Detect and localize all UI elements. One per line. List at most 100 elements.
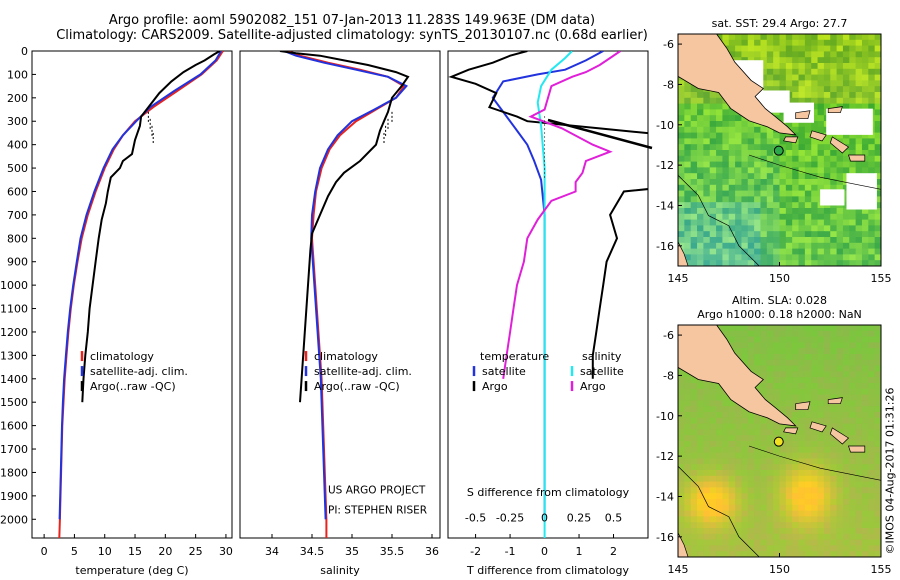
- field-cell: [868, 354, 876, 361]
- field-cell: [716, 441, 724, 448]
- field-cell: [741, 254, 749, 261]
- field-cell: [830, 441, 838, 448]
- field-cell: [804, 184, 812, 192]
- field-cell: [766, 365, 774, 372]
- field-cell: [697, 475, 704, 483]
- field-cell: [766, 441, 774, 448]
- field-cell: [855, 39, 863, 47]
- field-cell: [823, 57, 831, 64]
- field-cell: [747, 458, 755, 465]
- field-cell: [792, 167, 800, 174]
- field-cell: [836, 179, 844, 186]
- field-cell: [823, 516, 831, 523]
- field-cell: [678, 499, 685, 506]
- field-cell: [855, 365, 863, 372]
- field-cell: [804, 167, 812, 174]
- field-cell: [861, 103, 869, 110]
- field-cell: [684, 97, 692, 105]
- field-cell: [728, 208, 736, 215]
- field-cell: [697, 516, 704, 523]
- field-cell: [804, 342, 812, 349]
- field-cell: [868, 359, 876, 367]
- field-cell: [874, 499, 881, 506]
- field-cell: [811, 155, 819, 163]
- field-cell: [798, 464, 806, 471]
- field-cell: [792, 63, 800, 70]
- field-cell: [697, 202, 704, 209]
- field-cell: [798, 260, 806, 266]
- field-cell: [836, 51, 844, 58]
- field-cell: [804, 231, 812, 238]
- field-cell: [849, 138, 857, 145]
- field-cell: [779, 196, 787, 203]
- field-cell: [842, 86, 850, 93]
- field-cell: [849, 237, 857, 244]
- field-cell: [779, 406, 787, 413]
- field-cell: [868, 325, 876, 332]
- field-cell: [709, 179, 717, 186]
- field-cell: [842, 92, 850, 99]
- x-tick-label: 25: [189, 545, 203, 558]
- field-cell: [697, 406, 704, 413]
- field-cell: [760, 74, 768, 81]
- field-cell: [684, 406, 692, 413]
- field-cell: [722, 155, 730, 163]
- field-cell: [830, 231, 838, 238]
- field-cell: [861, 132, 869, 139]
- field-cell: [798, 545, 806, 552]
- map-title-line-2: Argo h1000: 0.18 h2000: NaN: [697, 308, 862, 321]
- field-cell: [741, 458, 749, 465]
- field-cell: [830, 103, 838, 110]
- y-tick-label: 200: [7, 92, 28, 105]
- field-cell: [830, 371, 838, 378]
- field-cell: [754, 51, 762, 58]
- field-cell: [811, 144, 819, 151]
- field-cell: [792, 97, 800, 105]
- field-cell: [678, 441, 685, 448]
- field-cell: [874, 213, 881, 221]
- field-cell: [849, 34, 857, 41]
- field-cell: [785, 539, 793, 546]
- field-cell: [792, 34, 800, 41]
- field-cell: [804, 132, 812, 139]
- field-cell: [855, 330, 863, 338]
- field-cell: [785, 487, 793, 494]
- field-cell: [785, 155, 793, 163]
- land-island: [809, 130, 827, 142]
- field-cell: [690, 231, 698, 238]
- field-cell: [798, 34, 806, 41]
- field-cell: [836, 155, 844, 163]
- field-cell: [868, 371, 876, 378]
- field-cell: [785, 330, 793, 338]
- field-cell: [735, 225, 743, 232]
- field-cell: [849, 86, 857, 93]
- field-cell: [690, 103, 698, 110]
- field-cell: [735, 179, 743, 186]
- field-cell: [735, 522, 743, 529]
- field-cell: [868, 80, 876, 87]
- field-cell: [785, 202, 793, 209]
- series-line-satellite-adj-clim-: [283, 51, 409, 520]
- field-cell: [861, 86, 869, 93]
- x-tick-label: 35.5: [380, 545, 405, 558]
- field-cell: [678, 115, 685, 122]
- field-cell: [842, 452, 850, 459]
- field-cell: [766, 225, 774, 232]
- field-cell: [690, 377, 698, 384]
- field-cell: [709, 97, 717, 105]
- field-cell: [697, 184, 704, 192]
- field-cell: [792, 342, 800, 349]
- field-cell: [785, 551, 793, 557]
- field-cell: [709, 144, 717, 151]
- field-cell: [747, 551, 755, 557]
- field-cell: [836, 254, 844, 261]
- field-cell: [773, 377, 781, 384]
- x-tick-label: 20: [158, 545, 172, 558]
- field-cell: [747, 167, 755, 174]
- field-cell: [830, 63, 838, 70]
- field-cell: [722, 475, 730, 483]
- field-cell: [849, 325, 857, 332]
- y-tick-label: 800: [7, 232, 28, 245]
- field-cell: [684, 126, 692, 134]
- field-cell: [690, 510, 698, 517]
